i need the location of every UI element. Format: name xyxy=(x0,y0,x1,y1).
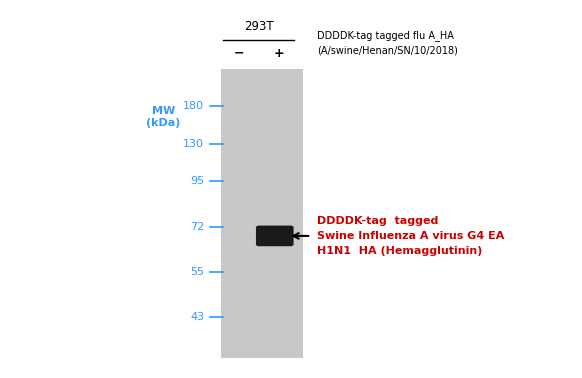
Text: 130: 130 xyxy=(183,139,204,149)
Text: −: − xyxy=(233,46,244,60)
FancyBboxPatch shape xyxy=(256,226,293,246)
Text: Swine Influenza A virus G4 EA: Swine Influenza A virus G4 EA xyxy=(317,231,505,241)
Text: +: + xyxy=(274,46,285,60)
Text: MW
(kDa): MW (kDa) xyxy=(147,107,181,128)
Text: (A/swine/Henan/SN/10/2018): (A/swine/Henan/SN/10/2018) xyxy=(317,46,458,56)
Text: 95: 95 xyxy=(190,177,204,186)
Text: 72: 72 xyxy=(190,222,204,231)
Text: DDDDK-tag  tagged: DDDDK-tag tagged xyxy=(317,216,438,226)
Text: 180: 180 xyxy=(183,101,204,112)
Text: H1N1  HA (Hemagglutinin): H1N1 HA (Hemagglutinin) xyxy=(317,246,482,256)
Text: 293T: 293T xyxy=(244,20,274,33)
Text: 43: 43 xyxy=(190,311,204,322)
Text: DDDDK-tag tagged flu A_HA: DDDDK-tag tagged flu A_HA xyxy=(317,30,454,41)
FancyBboxPatch shape xyxy=(222,69,303,358)
Text: 55: 55 xyxy=(190,266,204,277)
